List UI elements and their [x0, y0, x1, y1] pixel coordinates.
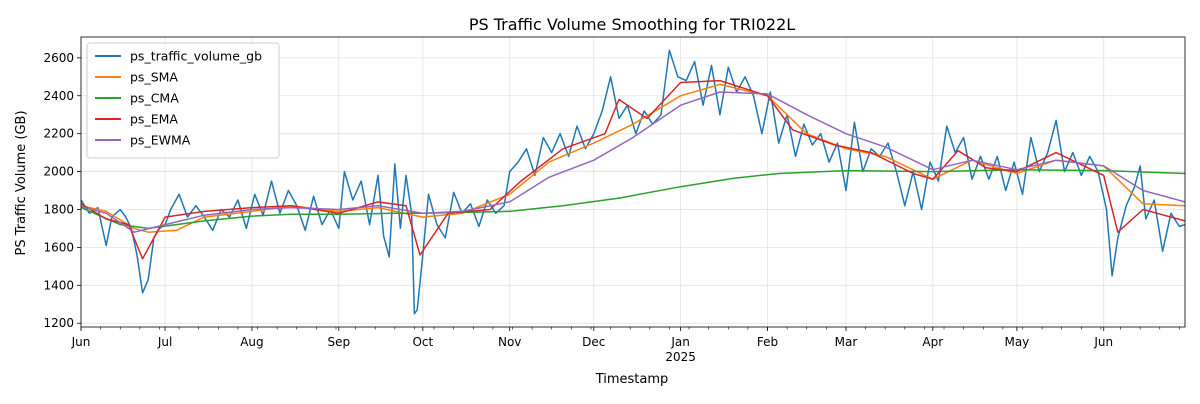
x-tick-label: Aug [240, 335, 263, 349]
x-tick-label: May [1004, 335, 1029, 349]
legend-label: ps_EWMA [130, 133, 191, 148]
legend: ps_traffic_volume_gb ps_SMA ps_CMA ps_EMAps… [86, 42, 280, 159]
y-tick-label: 1400 [43, 278, 74, 292]
y-tick-label: 2600 [43, 51, 74, 65]
x-tick-label: Jun [1093, 335, 1113, 349]
y-tick-label: 2400 [43, 89, 74, 103]
legend-label: ps_CMA [130, 91, 179, 106]
y-tick-label: 1800 [43, 202, 74, 216]
x-tick-label: Sep [327, 335, 350, 349]
y-tick-label: 2000 [43, 165, 74, 179]
x-tick-label: Jan [670, 335, 690, 349]
legend-box [86, 42, 280, 159]
y-tick-label: 1600 [43, 240, 74, 254]
x-tick-label: Nov [498, 335, 521, 349]
x-tick-year-label: 2025 [665, 350, 696, 364]
x-tick-label: Jun [71, 335, 91, 349]
y-tick-label: 1200 [43, 316, 74, 330]
y-tick-label: 2200 [43, 127, 74, 141]
x-tick-label: Feb [757, 335, 778, 349]
series-group [81, 49, 1185, 315]
legend-label: ps_traffic_volume_gb [130, 49, 262, 64]
x-tick-label: Jul [157, 335, 172, 349]
x-axis-label: Timestamp [595, 372, 669, 387]
x-tick-label: Oct [412, 335, 433, 349]
series-line-ps_EWMA [81, 91, 1185, 233]
legend-label: ps_SMA [130, 70, 178, 85]
legend-label: ps_EMA [130, 112, 178, 127]
x-tick-label: Dec [582, 335, 605, 349]
x-tick-label: Apr [922, 335, 943, 349]
plot-frame [80, 36, 1186, 328]
series-line-ps_EMA [81, 79, 1185, 260]
y-axis-label: PS Traffic Volume (GB) [14, 110, 29, 255]
x-tick-label: Mar [835, 335, 858, 349]
series-line-ps_CMA [81, 168, 1185, 230]
chart-title: PS Traffic Volume Smoothing for TRI022L [469, 15, 795, 34]
